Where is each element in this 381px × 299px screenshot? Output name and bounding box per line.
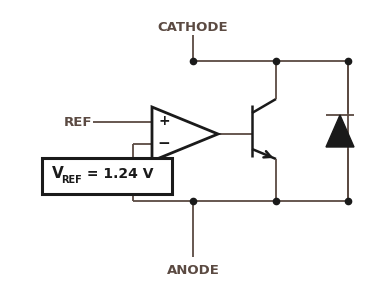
- Polygon shape: [326, 115, 354, 147]
- Text: −: −: [158, 137, 170, 152]
- Text: +: +: [158, 114, 170, 128]
- FancyBboxPatch shape: [42, 158, 172, 194]
- Text: CATHODE: CATHODE: [158, 21, 228, 34]
- Text: ANODE: ANODE: [166, 264, 219, 277]
- Text: = 1.24 V: = 1.24 V: [82, 167, 154, 181]
- Text: REF: REF: [61, 175, 82, 185]
- Text: V: V: [52, 167, 64, 181]
- Text: REF: REF: [64, 115, 92, 129]
